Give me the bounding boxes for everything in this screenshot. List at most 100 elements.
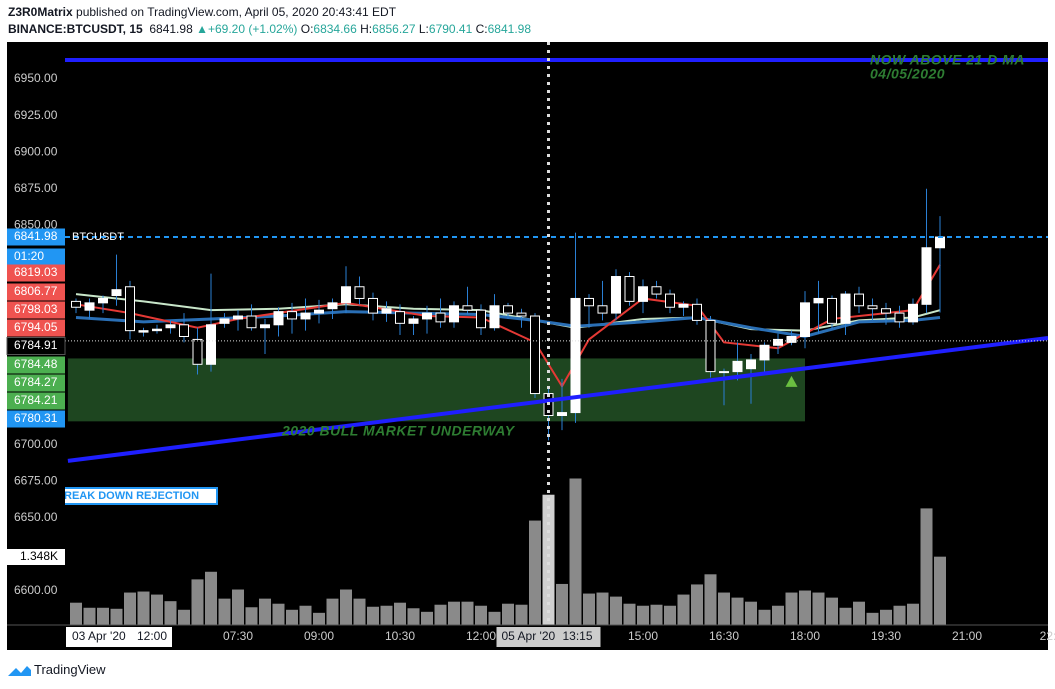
header: Z3R0Matrix published on TradingView.com,… <box>8 5 532 36</box>
volume-tag <box>7 549 65 565</box>
price-tag-label: 6794.05 <box>14 320 58 334</box>
price-tag <box>7 264 65 282</box>
volume-bar <box>394 602 406 625</box>
volume-bar <box>907 603 919 625</box>
volume-bar <box>650 604 663 625</box>
candle-body <box>449 305 459 323</box>
volume-bar <box>353 598 366 625</box>
ohlc-value: 6790.41 <box>428 22 473 36</box>
volume-bar <box>731 597 744 625</box>
price-tag <box>7 319 65 337</box>
x-tick-label: 07:30 <box>223 629 253 643</box>
candle-body <box>206 324 216 365</box>
candle-body <box>881 308 891 314</box>
candle-body <box>800 302 810 337</box>
volume-bar <box>245 607 258 625</box>
y-tick-label: 6900.00 <box>14 144 58 158</box>
volume-bar <box>839 607 852 625</box>
y-tick-label: 6950.00 <box>14 71 58 85</box>
price-tag <box>7 374 65 392</box>
x-tick-label: 19:30 <box>871 629 901 643</box>
candle-body <box>125 286 135 332</box>
price-tag <box>7 392 65 410</box>
x-tick-label: 21:00 <box>952 629 982 643</box>
x-tick-label: 16:30 <box>709 629 739 643</box>
price-tag <box>7 228 65 246</box>
ohlc-value: 6834.66 <box>313 22 357 36</box>
price-tag-label: 6806.77 <box>14 284 58 298</box>
candle-body <box>476 309 486 329</box>
volume-bar <box>380 605 393 625</box>
volume-bar <box>488 611 501 625</box>
candle-body <box>530 315 540 395</box>
candle-body <box>908 303 918 323</box>
candle-body <box>867 305 878 310</box>
candle-body <box>138 330 149 333</box>
candle-body <box>840 293 851 324</box>
volume-bar <box>367 606 379 625</box>
volume-bar <box>313 612 325 625</box>
zone <box>67 358 805 422</box>
volume-bar <box>920 508 933 625</box>
trend-line <box>67 335 1048 463</box>
price-tag <box>7 356 65 374</box>
volume-bar <box>515 604 528 625</box>
marker <box>785 375 798 387</box>
candle-body <box>111 289 122 297</box>
price-tag-label: 6784.91 <box>14 338 58 352</box>
volume-bar <box>623 603 636 625</box>
volume-bar <box>556 583 568 625</box>
candle-body <box>152 328 162 332</box>
candle-body <box>624 276 635 302</box>
candle-body <box>192 338 203 365</box>
footer: TradingView <box>34 662 106 677</box>
candle-body <box>827 297 837 324</box>
volume-bar <box>205 571 217 625</box>
candle-body <box>422 312 432 320</box>
candle-body <box>638 286 648 302</box>
candle-body <box>665 293 675 308</box>
ohlc-key: H: <box>360 22 373 36</box>
ohlc-key: O: <box>300 22 314 36</box>
candle-body <box>894 312 905 323</box>
volume-bar <box>110 608 123 625</box>
price-tag-label: 6798.03 <box>14 302 58 316</box>
left-time-box <box>66 627 172 647</box>
logo <box>8 666 31 676</box>
volume-bar <box>461 601 474 625</box>
candle-body <box>651 286 662 295</box>
candle-body <box>260 324 270 329</box>
price-tag <box>7 283 65 301</box>
candle-body <box>462 305 473 311</box>
y-tick-label: 6925.00 <box>14 108 58 122</box>
volume-bar <box>691 584 703 625</box>
volume-bar <box>272 603 285 625</box>
candle-body <box>71 300 81 308</box>
y-tick-label: 6700.00 <box>14 437 58 451</box>
candle-body <box>341 286 351 304</box>
volume-bar <box>610 596 622 625</box>
volume-bar <box>299 605 312 625</box>
crosshair-hour: 13:15 <box>563 629 593 643</box>
annotation: NOW ABOVE 21 D MA <box>870 52 1025 68</box>
price-tag <box>7 248 65 266</box>
volume-bar <box>772 605 784 625</box>
price-tag <box>7 410 65 428</box>
x-tick-label: 18:00 <box>790 629 820 643</box>
volume-bar <box>880 609 892 625</box>
candle-body <box>719 371 729 374</box>
y-tick-label: 6675.00 <box>14 474 58 488</box>
candle-body <box>516 312 527 317</box>
symbol: BINANCE:BTCUSDT, 15 <box>8 22 143 36</box>
candle-body <box>557 412 567 417</box>
volume-bar <box>124 592 136 625</box>
candle-body <box>584 297 594 307</box>
volume-bar <box>637 605 649 625</box>
candle-body <box>246 315 257 329</box>
volume-bar <box>326 598 339 625</box>
volume-bar <box>475 605 487 625</box>
volume-bar <box>97 607 109 625</box>
price-tag <box>7 301 65 319</box>
candle-body <box>165 324 176 329</box>
volume-bar <box>70 602 82 625</box>
